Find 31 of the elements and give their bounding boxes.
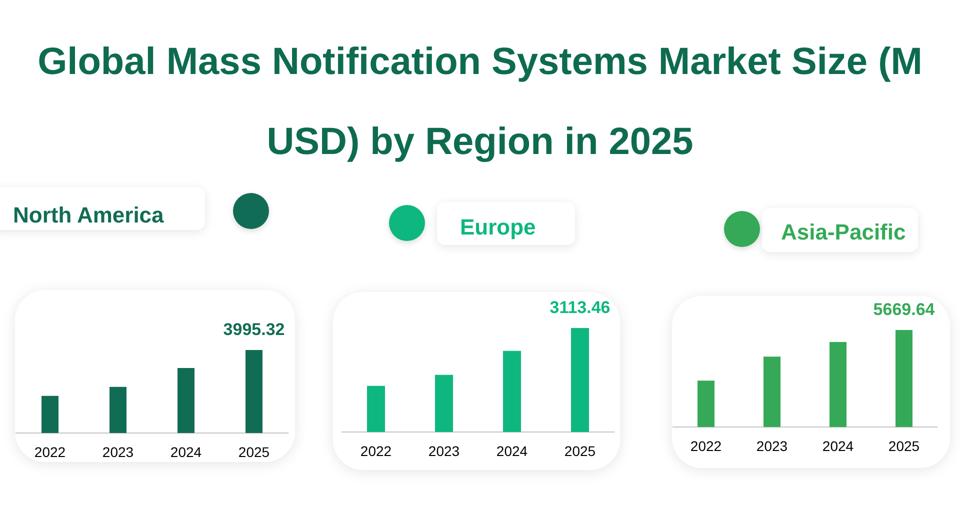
data-label: 3995.32 bbox=[223, 320, 285, 339]
x-tick-label: 2025 bbox=[564, 443, 596, 459]
x-tick-label: 2025 bbox=[238, 444, 270, 460]
bar bbox=[571, 328, 589, 432]
bar bbox=[896, 330, 912, 427]
data-label: 5669.64 bbox=[873, 300, 936, 319]
x-tick-label: 2023 bbox=[102, 444, 134, 460]
chart-title: North America bbox=[13, 202, 165, 228]
x-tick-label: 2024 bbox=[170, 444, 202, 460]
bar bbox=[830, 342, 846, 427]
bar bbox=[110, 386, 126, 433]
bar bbox=[435, 374, 453, 432]
bar bbox=[764, 356, 780, 427]
x-tick-label: 2024 bbox=[496, 443, 528, 459]
x-tick-label: 2023 bbox=[428, 443, 460, 459]
x-tick-label: 2022 bbox=[690, 438, 722, 454]
x-tick-label: 2023 bbox=[756, 438, 788, 454]
chart-title: Europe bbox=[460, 214, 536, 240]
bar bbox=[367, 386, 385, 432]
x-tick-label: 2022 bbox=[360, 443, 392, 459]
bar bbox=[246, 350, 262, 433]
bar bbox=[42, 396, 58, 433]
x-tick-label: 2022 bbox=[34, 444, 66, 460]
chart-title: Asia-Pacific bbox=[781, 220, 906, 244]
x-tick-label: 2025 bbox=[888, 438, 920, 454]
x-tick-label: 2024 bbox=[822, 438, 854, 454]
bar bbox=[503, 350, 521, 432]
data-label: 3113.46 bbox=[550, 298, 610, 317]
bar bbox=[698, 380, 714, 427]
bar bbox=[178, 368, 194, 433]
text: Global Mass Notification Systems Market Size (M USD) by Region in 2025 bbox=[36, 40, 924, 165]
